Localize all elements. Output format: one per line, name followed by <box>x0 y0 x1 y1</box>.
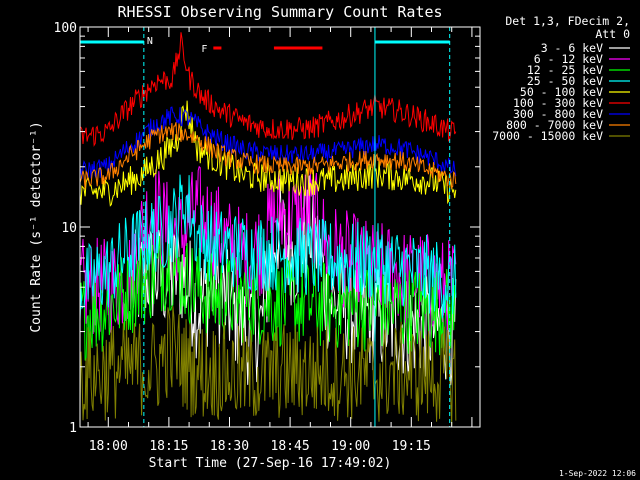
x-tick-label: 18:45 <box>271 439 310 454</box>
axis-ticks: 1 10 100 18:00 18:15 18:30 18:45 19:00 19:15 <box>54 21 480 454</box>
night-label: N <box>147 36 153 47</box>
series-line-100-300-kev <box>79 32 457 147</box>
legend-header-line1: Det 1,3, FDecim 2, <box>505 14 630 28</box>
footer-timestamp: 1-Sep-2022 12:06 <box>559 469 636 478</box>
flare-label: F <box>201 44 207 55</box>
series-line-7000-15000-kev <box>79 306 457 426</box>
legend-label: 50 - 100 keV <box>520 85 603 99</box>
series-line-300-800-kev <box>79 106 457 179</box>
legend-label: 12 - 25 keV <box>527 63 603 77</box>
legend-label: 6 - 12 keV <box>534 52 603 66</box>
y-tick-label: 10 <box>61 221 77 236</box>
x-tick-label: 18:15 <box>149 439 188 454</box>
legend-label: 7000 - 15000 keV <box>492 129 603 143</box>
x-tick-label: 18:30 <box>210 439 249 454</box>
x-tick-label: 18:00 <box>89 439 128 454</box>
series-line-800-7000-kev <box>79 122 457 190</box>
x-tick-label: 19:00 <box>331 439 370 454</box>
legend-label: 800 - 7000 keV <box>506 118 603 132</box>
chart-title: RHESSI Observing Summary Count Rates <box>117 3 442 21</box>
y-axis-label: Count Rate (s⁻¹ detector⁻¹) <box>29 121 44 332</box>
legend-label: 25 - 50 keV <box>527 74 603 88</box>
series-group <box>79 32 457 426</box>
series-line-25-50-kev <box>79 174 457 322</box>
y-tick-label: 100 <box>54 21 77 36</box>
legend-label: 100 - 300 keV <box>513 96 603 110</box>
annotations-group: NF <box>80 27 451 427</box>
legend-label: 3 - 6 keV <box>541 41 603 55</box>
legend-label: 300 - 800 keV <box>513 107 603 121</box>
x-tick-label: 19:15 <box>392 439 431 454</box>
series-line-50-100-kev <box>79 100 457 207</box>
x-axis-label: Start Time (27-Sep-16 17:49:02) <box>149 456 392 471</box>
y-tick-label: 1 <box>69 421 77 436</box>
legend-header-line2: Att 0 <box>595 27 630 41</box>
